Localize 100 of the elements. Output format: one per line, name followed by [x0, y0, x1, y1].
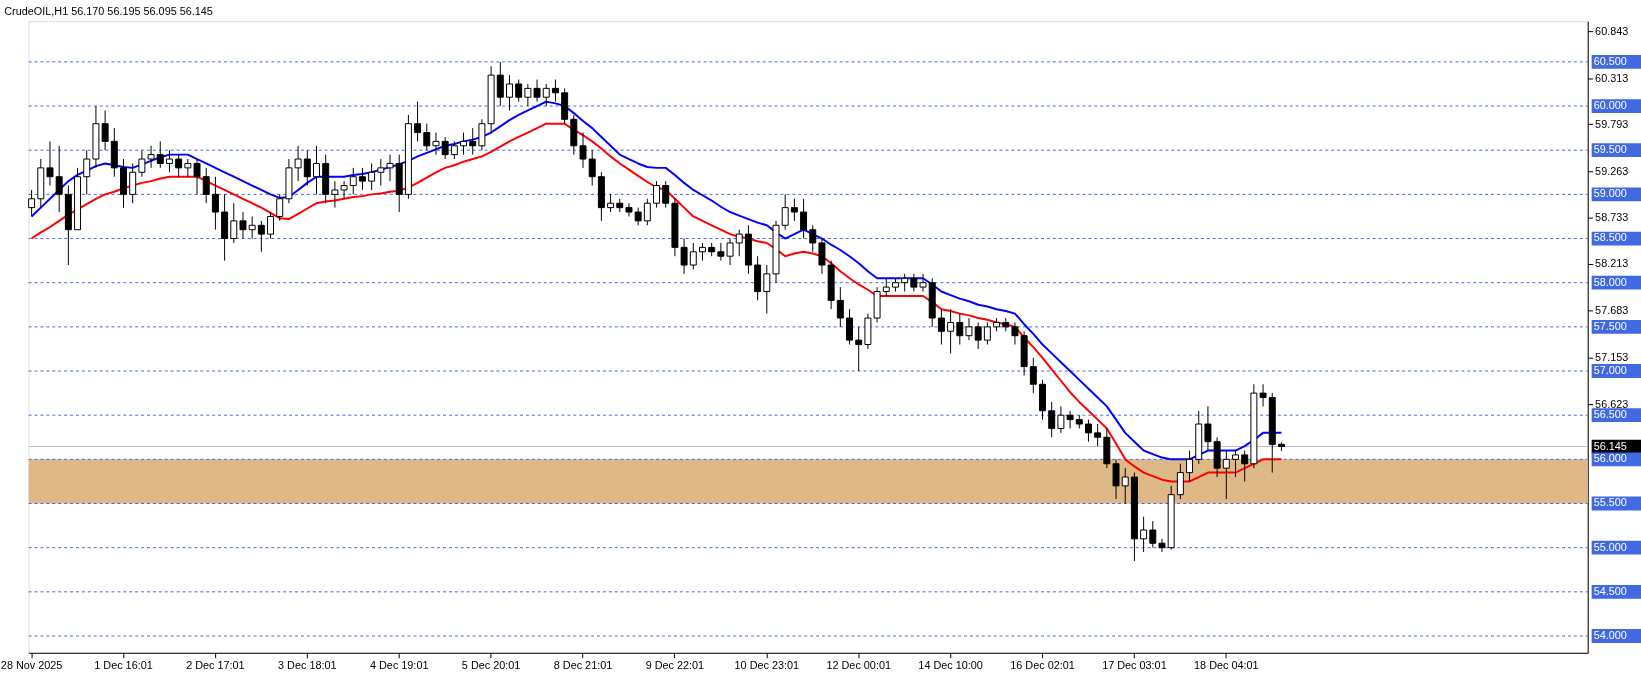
x-tick-label: 17 Dec 03:01 — [1102, 659, 1167, 672]
candlestick — [1176, 463, 1184, 500]
ref-line-label: 57.500 — [1593, 319, 1627, 332]
x-tick-label: 16 Dec 02:01 — [1010, 659, 1075, 672]
x-tick-label: 10 Dec 23:01 — [734, 659, 800, 672]
candlestick — [211, 176, 219, 231]
chart-title: CrudeOIL,H1 56.170 56.195 56.095 56.145 — [4, 5, 213, 18]
candlestick — [846, 308, 854, 346]
candlestick — [460, 132, 468, 156]
ref-line-label: 55.000 — [1593, 540, 1627, 553]
candlestick — [855, 326, 863, 372]
candlestick — [662, 180, 670, 209]
candlestick — [248, 215, 256, 240]
candlestick — [965, 317, 973, 341]
x-tick-label: 4 Dec 19:01 — [369, 659, 429, 672]
candlestick — [1048, 401, 1056, 438]
y-tick-label: 56.623 — [1595, 397, 1629, 410]
ref-line-label: 54.000 — [1593, 628, 1627, 641]
x-tick-label: 14 Dec 10:00 — [918, 659, 983, 672]
candlestick — [239, 211, 247, 240]
candlestick — [28, 189, 36, 217]
candlestick — [836, 286, 844, 328]
ref-line-label: 54.500 — [1593, 584, 1627, 597]
candlestick — [974, 321, 982, 350]
x-tick-label: 1 Dec 16:01 — [94, 659, 153, 672]
y-tick-label: 58.733 — [1595, 211, 1629, 224]
candlestick — [735, 229, 743, 257]
candlestick — [542, 83, 550, 107]
ref-line-label: 57.000 — [1593, 363, 1627, 376]
candlestick — [46, 140, 54, 187]
candlestick — [1084, 419, 1092, 443]
candlestick — [1241, 450, 1249, 482]
candlestick — [193, 158, 201, 195]
candlestick — [506, 74, 513, 111]
candlestick — [717, 242, 725, 262]
candlestick — [386, 154, 394, 182]
candlestick — [175, 154, 183, 178]
candlestick — [579, 132, 587, 169]
candlestick — [726, 238, 734, 266]
x-tick-label: 8 Dec 21:01 — [553, 659, 613, 672]
candlestick — [276, 193, 284, 222]
candlestick — [625, 202, 633, 217]
x-tick-label: 12 Dec 00:01 — [826, 659, 891, 672]
candlestick — [551, 79, 559, 103]
ref-line-label: 56.145 — [1593, 439, 1627, 452]
candlestick — [1094, 423, 1102, 447]
y-tick-label: 60.313 — [1595, 71, 1629, 84]
candlestick — [1029, 357, 1037, 394]
candlestick — [83, 149, 91, 195]
candlestick — [1232, 450, 1239, 478]
candlestick — [763, 264, 771, 315]
candlestick — [643, 198, 651, 226]
candlestick — [818, 238, 826, 275]
y-tick-label: 60.843 — [1595, 25, 1629, 38]
y-tick-label: 57.153 — [1595, 350, 1629, 363]
candlestick — [947, 308, 955, 354]
candlestick — [441, 136, 449, 160]
ref-line-label: 58.000 — [1593, 275, 1627, 288]
candlestick — [653, 180, 661, 209]
candlestick — [1121, 467, 1129, 505]
x-tick-label: 18 Dec 04:01 — [1194, 659, 1259, 672]
y-tick-label: 58.213 — [1595, 257, 1629, 270]
candlestick — [368, 162, 376, 191]
x-tick-label: 5 Dec 20:01 — [461, 659, 521, 672]
candlestick — [800, 198, 808, 240]
candlestick — [469, 127, 477, 156]
ref-line-label: 60.000 — [1593, 99, 1627, 112]
candlestick — [689, 242, 697, 270]
candlestick — [919, 273, 927, 293]
candlestick — [423, 123, 431, 151]
candlestick — [1149, 520, 1157, 549]
candlestick — [414, 101, 422, 142]
ref-line-label: 59.000 — [1593, 187, 1627, 200]
candlestick — [588, 149, 596, 187]
candlestick — [956, 313, 964, 346]
candlestick — [1158, 538, 1166, 553]
candlestick — [202, 167, 210, 204]
candlestick — [937, 308, 945, 346]
candlestick — [303, 149, 311, 187]
x-tick-label: 3 Dec 18:01 — [278, 659, 337, 672]
candlestick — [515, 79, 523, 103]
candlestick — [790, 198, 798, 222]
ref-line-label: 55.500 — [1593, 496, 1627, 509]
candlestick — [313, 145, 320, 195]
ref-line-label: 59.500 — [1593, 143, 1627, 156]
candlestick — [1186, 450, 1194, 482]
candlestick — [983, 321, 991, 346]
candlestick — [910, 273, 918, 293]
candlestick — [165, 149, 173, 173]
candlestick — [349, 167, 357, 195]
ref-line-label: 56.000 — [1593, 452, 1627, 465]
x-tick-label: 2 Dec 17:01 — [186, 659, 245, 672]
candlestick — [129, 162, 137, 204]
y-tick-label: 59.263 — [1595, 164, 1629, 177]
ref-line-label: 58.500 — [1593, 231, 1627, 244]
y-tick-label: 57.683 — [1595, 304, 1629, 317]
candlestick — [267, 211, 275, 240]
ref-line-label: 56.500 — [1593, 408, 1627, 421]
x-tick-label: 9 Dec 22:01 — [645, 659, 705, 672]
candlestick — [496, 61, 504, 107]
